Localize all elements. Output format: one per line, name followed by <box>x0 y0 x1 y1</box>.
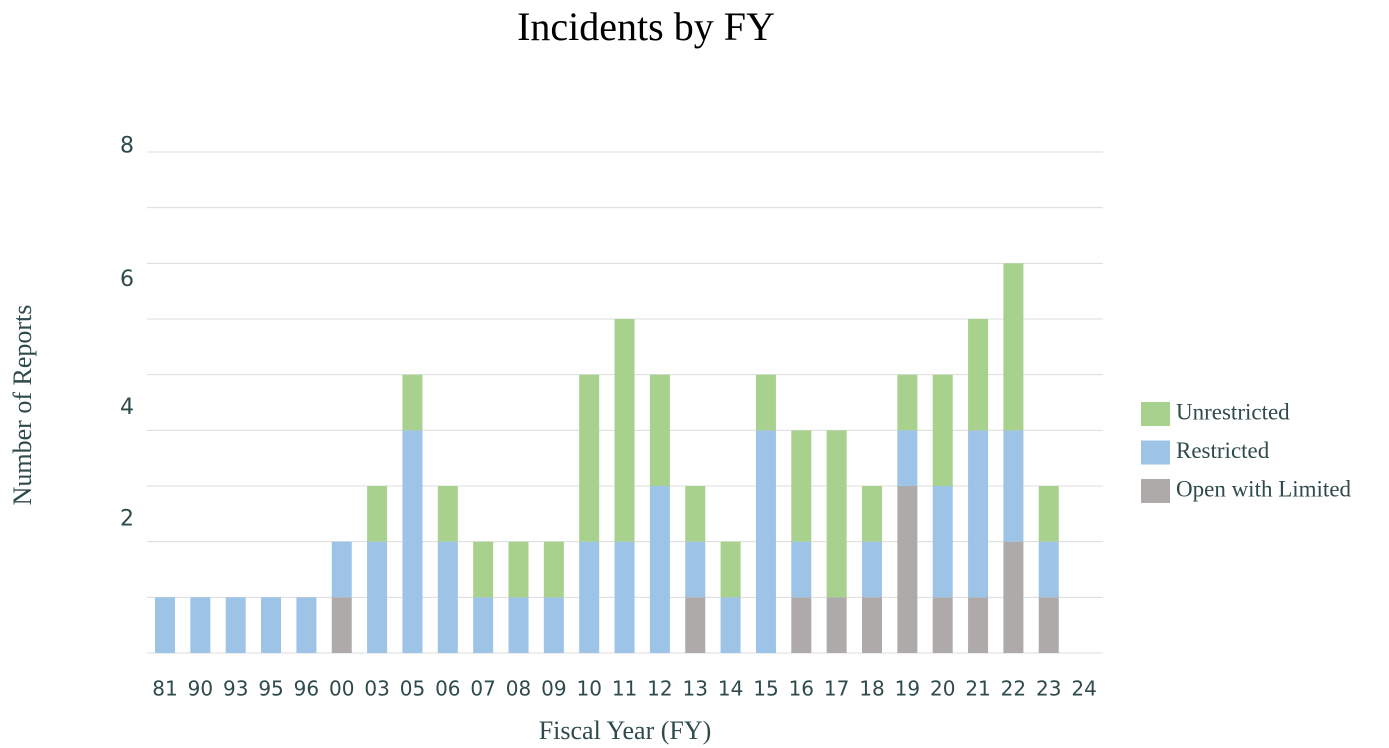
x-tick-label: 10 <box>576 677 601 701</box>
bar-segment <box>1038 541 1059 598</box>
x-tick-label: 14 <box>718 677 743 701</box>
x-tick-label: 16 <box>789 677 814 701</box>
bar-segment <box>1003 430 1024 542</box>
bar-segment <box>968 430 989 598</box>
bar-segment <box>367 486 388 542</box>
bar-segment <box>649 374 670 486</box>
x-tick-label: 22 <box>1001 677 1026 701</box>
bar-segment <box>685 486 706 542</box>
x-tick-label: 03 <box>364 677 389 701</box>
x-tick-label: 90 <box>188 677 213 701</box>
bar-segment <box>897 486 918 653</box>
x-tick-label: 19 <box>895 677 920 701</box>
bar-segment <box>543 597 564 653</box>
bar-segment <box>897 374 918 431</box>
bar-segment <box>508 597 529 653</box>
x-axis-label: Fiscal Year (FY) <box>539 716 712 745</box>
bar-segment <box>649 486 670 653</box>
x-tick-label: 17 <box>824 677 849 701</box>
bar-segment <box>1038 486 1059 542</box>
bar-segment <box>437 486 458 542</box>
bar-segment <box>1003 263 1024 431</box>
bar-segment <box>1003 541 1024 653</box>
legend-swatch <box>1141 479 1170 503</box>
bar-segment <box>614 541 635 653</box>
x-tick-label: 24 <box>1071 677 1096 701</box>
x-tick-label: 09 <box>541 677 566 701</box>
bar-segment <box>508 541 529 598</box>
bar-segment <box>932 486 953 598</box>
bar-segment <box>437 541 458 653</box>
bar-segment <box>367 541 388 653</box>
bar-segment <box>968 319 989 431</box>
x-tick-label: 15 <box>753 677 778 701</box>
bar-segment <box>720 597 741 653</box>
x-tick-label: 20 <box>930 677 955 701</box>
bar-segment <box>791 597 812 653</box>
x-tick-label: 21 <box>965 677 990 701</box>
bar-segment <box>155 597 175 653</box>
bar-segment <box>579 541 600 653</box>
x-tick-label: 05 <box>400 677 425 701</box>
legend-swatch <box>1141 402 1170 426</box>
y-tick-label: 4 <box>120 395 134 420</box>
bar-segment <box>685 541 706 598</box>
bar-segment <box>755 374 776 431</box>
x-tick-label: 00 <box>329 677 354 701</box>
legend-swatch <box>1141 440 1170 465</box>
bar-segment <box>190 597 211 653</box>
x-tick-label: 07 <box>470 677 495 701</box>
bar-segment <box>331 597 352 653</box>
x-tick-label: 13 <box>683 677 708 701</box>
bar-segment <box>862 597 882 653</box>
bar-segment <box>473 597 494 653</box>
x-tick-label: 12 <box>647 677 672 701</box>
bar-segment <box>862 541 882 598</box>
bar-segment <box>932 374 953 486</box>
bar-segment <box>402 430 423 653</box>
bar-segment <box>543 541 564 598</box>
bar-segment <box>826 430 847 598</box>
x-tick-label: 06 <box>435 677 460 701</box>
bar-segment <box>862 486 882 542</box>
bar-segment <box>685 597 706 653</box>
bar-segment <box>296 597 317 653</box>
bar-segment <box>579 374 600 542</box>
chart-title: Incidents by FY <box>517 4 775 49</box>
bar-segment <box>1038 597 1059 653</box>
bar-segment <box>932 597 953 653</box>
bar-segment <box>968 597 989 653</box>
bar-segment <box>791 430 812 542</box>
x-tick-label: 08 <box>506 677 531 701</box>
x-tick-label: 11 <box>612 677 637 701</box>
bar-segment <box>402 374 423 431</box>
bar-segment <box>614 319 635 542</box>
y-tick-label: 8 <box>120 133 134 158</box>
y-axis-label: Number of Reports <box>8 305 37 506</box>
x-tick-label: 93 <box>223 677 248 701</box>
bar-segment <box>720 541 741 598</box>
bar-segment <box>897 430 918 486</box>
x-tick-label: 96 <box>294 677 319 701</box>
legend-label: Restricted <box>1176 438 1270 463</box>
y-tick-label: 2 <box>120 506 134 531</box>
bar-segment <box>755 430 776 653</box>
x-tick-label: 95 <box>258 677 283 701</box>
bar-segment <box>473 541 494 598</box>
legend-label: Open with Limited <box>1176 476 1352 501</box>
x-tick-label: 18 <box>859 677 884 701</box>
bar-segment <box>826 597 847 653</box>
legend-label: Unrestricted <box>1176 399 1290 424</box>
y-tick-label: 6 <box>120 267 134 292</box>
bar-segment <box>225 597 246 653</box>
bar-segment <box>261 597 282 653</box>
x-tick-label: 81 <box>152 677 177 701</box>
x-tick-label: 23 <box>1036 677 1061 701</box>
bar-segment <box>331 541 352 598</box>
bar-segment <box>791 541 812 598</box>
